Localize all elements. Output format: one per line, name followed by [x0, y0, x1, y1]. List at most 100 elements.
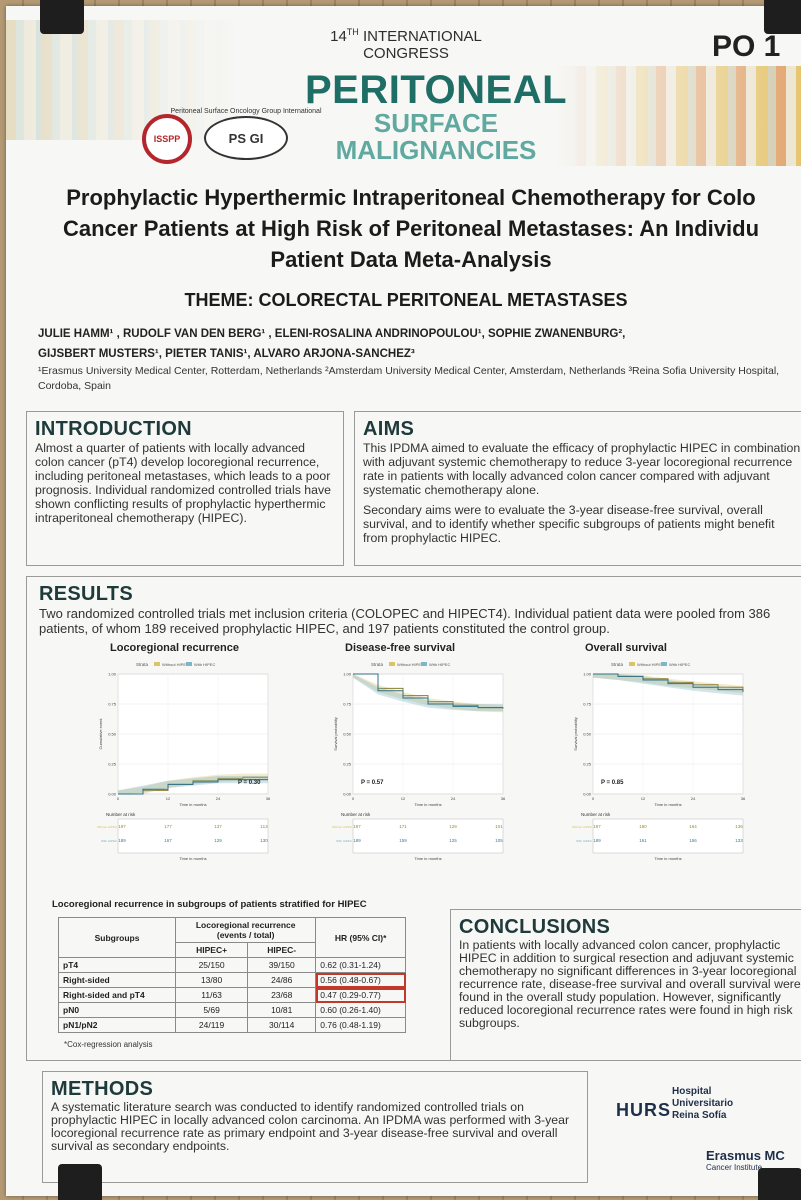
table-row: Right-sided and pT4 11/63 23/68 0.47 (0.…	[57, 987, 406, 1003]
risk-value: 189	[593, 838, 601, 843]
congress-ordinal: 14	[330, 28, 347, 45]
author-list: JULIE HAMM¹ , RUDOLF VAN DEN BERG¹ , ELE…	[38, 324, 801, 364]
methods-section: METHODS A systematic literature search w…	[42, 1071, 588, 1183]
methods-text: A systematic literature search was condu…	[51, 1100, 570, 1153]
risk-value: 136	[735, 824, 743, 829]
series-line	[353, 673, 503, 709]
psogi-logo: Peritoneal Surface Oncology Group Intern…	[171, 108, 322, 160]
methods-heading: METHODS	[51, 1078, 154, 1100]
risk-value: 105	[495, 838, 503, 843]
aims-section: AIMS This IPDMA aimed to evaluate the ef…	[354, 411, 801, 566]
x-tick-label: 36	[741, 796, 746, 801]
x-tick-label: 12	[641, 796, 646, 801]
affiliations: ¹Erasmus University Medical Center, Rott…	[38, 365, 780, 392]
y-tick-label: 0.00	[108, 792, 117, 797]
hurs-logo-mark: HURS	[616, 1100, 672, 1120]
legend-swatch	[661, 662, 667, 666]
poster-title-line3: Patient Data Meta-Analysis	[270, 247, 552, 272]
poster-title-line2: Cancer Patients at High Risk of Peritone…	[62, 216, 760, 241]
table-row: pN1/pN2 24/119 30/114 0.76 (0.48-1.19)	[57, 1017, 406, 1033]
hurs-line2: Universitario	[672, 1098, 734, 1109]
cell-subgroup: pT4	[57, 957, 177, 973]
results-heading: RESULTS	[39, 583, 133, 605]
risk-value: 197	[593, 824, 601, 829]
y-axis-label: Survival probability	[573, 717, 578, 751]
risk-value: 113	[260, 824, 268, 829]
risk-value: 159	[399, 838, 407, 843]
header-lrr-line2: (events / total)	[216, 930, 275, 940]
erasmus-mc-logo: Erasmus MC Cancer Institute	[706, 1148, 785, 1172]
cell-hipec-minus: 24/86	[247, 972, 317, 988]
cell-hipec-minus: 10/81	[247, 1002, 317, 1018]
aims-heading: AIMS	[363, 418, 415, 440]
header-subgroups: Subgroups	[57, 917, 177, 958]
cell-hr: 0.60 (0.26-1.40)	[315, 1002, 406, 1018]
cell-hr: 0.62 (0.31-1.24)	[315, 957, 406, 973]
risk-row-label: Without HIPEC	[332, 825, 353, 829]
legend-label: With HIPEC	[429, 662, 450, 667]
cell-subgroup: Right-sided and pT4	[57, 987, 177, 1003]
hurs-logo: HURS Hospital Universitario Reina Sofía	[616, 1086, 746, 1126]
y-tick-label: 0.25	[343, 762, 352, 767]
risk-table-panel	[117, 818, 269, 854]
y-tick-label: 1.00	[108, 672, 117, 677]
binder-clip-right	[764, 0, 801, 34]
km-plot-svg: Strata Without HIPEC With HIPEC 0.00 0.25 0.5…	[332, 662, 506, 861]
risk-value: 189	[353, 838, 361, 843]
x-tick-label: 24	[216, 796, 221, 801]
legend-swatch	[629, 662, 635, 666]
cell-hipec-minus: 30/114	[247, 1017, 317, 1033]
p-value-annotation: P = 0.57	[361, 780, 384, 786]
conclusions-section: CONCLUSIONS In patients with locally adv…	[450, 909, 801, 1061]
erasmus-mc-name: Erasmus MC	[706, 1148, 785, 1163]
risk-row-label: With HIPEC	[101, 839, 118, 843]
cell-hipec-plus: 5/69	[175, 1002, 249, 1018]
binder-clip-bottom-right	[758, 1168, 801, 1200]
x-tick-label: 24	[691, 796, 696, 801]
header-lrr: Locoregional recurrence (events / total)	[175, 917, 317, 943]
aims-text-primary: This IPDMA aimed to evaluate the efficac…	[363, 441, 801, 497]
risk-value: 133	[735, 838, 743, 843]
p-value-annotation: P = 0.30	[238, 780, 261, 786]
cell-subgroup: pN1/pN2	[57, 1017, 177, 1033]
km-plot-svg: Strata Without HIPEC With HIPEC 0.00 0.25 0.5…	[572, 662, 746, 861]
table-footnote: *Cox-regression analysis	[64, 1040, 153, 1049]
hurs-logo-text: Hospital Universitario Reina Sofía	[672, 1086, 733, 1122]
table-row: Right-sided 13/80 24/86 0.56 (0.48-0.67)	[57, 972, 406, 988]
y-axis-label: Cumulative event	[98, 718, 103, 750]
risk-value: 101	[495, 824, 503, 829]
y-tick-label: 1.00	[343, 672, 352, 677]
confidence-band	[353, 674, 503, 713]
risk-table-panel	[592, 818, 744, 854]
conclusions-heading: CONCLUSIONS	[459, 916, 611, 938]
risk-value: 164	[689, 824, 697, 829]
risk-value: 180	[639, 824, 647, 829]
legend-title: Strata	[611, 662, 624, 667]
cell-hipec-plus: 25/150	[175, 957, 249, 973]
plot-overall-survival: Overall survival Strata Without HIPEC With…	[571, 642, 771, 882]
x-tick-label: 12	[166, 796, 171, 801]
legend-swatch	[421, 662, 427, 666]
header-hipec-minus: HIPEC-	[247, 942, 317, 958]
legend-label: Without HIPEC	[637, 662, 664, 667]
binder-clip-bottom-left	[58, 1164, 102, 1200]
isspp-logo-text: ISSPP	[153, 134, 181, 144]
y-tick-label: 0.75	[583, 702, 592, 707]
risk-table-title: Number at risk	[581, 812, 611, 817]
legend-label: Without HIPEC	[397, 662, 424, 667]
table-subheader-row: HIPEC+ HIPEC-	[59, 942, 406, 958]
introduction-text: Almost a quarter of patients with locall…	[35, 441, 331, 525]
y-tick-label: 0.75	[108, 702, 117, 707]
conclusions-text: In patients with locally advanced colon …	[459, 938, 801, 1030]
conference-title-line3: MALIGNANCIES	[335, 135, 537, 165]
poster-title-line1: Prophylactic Hyperthermic Intraperitonea…	[66, 185, 756, 210]
risk-value: 177	[164, 824, 172, 829]
x-axis-label: Time in months	[414, 802, 441, 807]
risk-table-panel	[352, 818, 504, 854]
cell-hipec-plus: 24/119	[175, 1017, 249, 1033]
y-tick-label: 0.00	[583, 792, 592, 797]
risk-x-axis-label: Time in months	[179, 856, 206, 861]
authors-line1: JULIE HAMM¹ , RUDOLF VAN DEN BERG¹ , ELE…	[38, 328, 626, 340]
table-row: pN0 5/69 10/81 0.60 (0.26-1.40)	[57, 1002, 406, 1018]
plot-title: Overall survival	[585, 642, 667, 654]
